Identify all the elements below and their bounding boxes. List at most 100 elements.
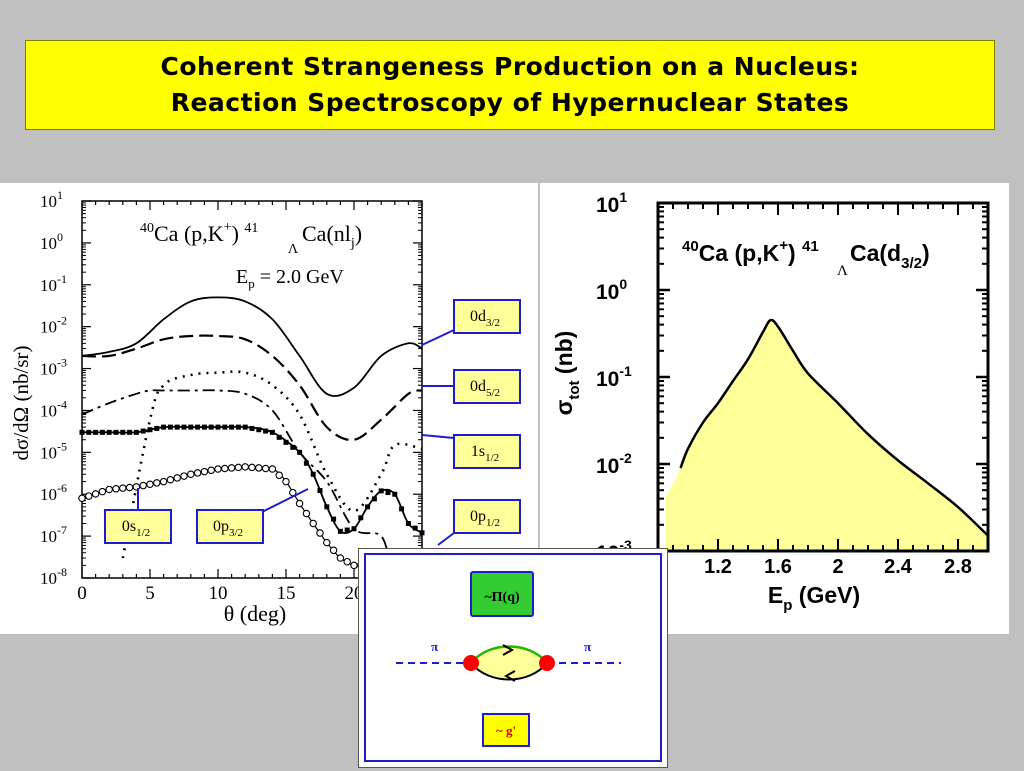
state-leader-line bbox=[437, 532, 455, 546]
left-series-marker-square bbox=[256, 427, 262, 433]
left-series-marker-circle bbox=[180, 472, 188, 480]
left-chart-reaction-label: 40Ca (p,K+) 41 bbox=[140, 220, 258, 246]
vertex-right bbox=[539, 655, 555, 671]
arrow-left-icon bbox=[503, 670, 516, 682]
left-y-tick-label: 101 bbox=[40, 188, 63, 211]
left-series-0d3-2 bbox=[81, 296, 423, 397]
left-series-marker-circle bbox=[255, 464, 263, 472]
right-area-fill bbox=[665, 320, 988, 551]
left-series-1s1-2 bbox=[81, 389, 423, 573]
left-series-marker-square bbox=[351, 526, 357, 532]
left-series-marker-circle bbox=[323, 538, 331, 547]
left-chart-x-axis-label: θ (deg) bbox=[224, 601, 286, 626]
left-series-marker-square bbox=[344, 527, 350, 533]
left-series-marker-circle bbox=[119, 484, 127, 492]
state-label-box bbox=[453, 299, 521, 334]
state-label: 0d3/2 bbox=[470, 308, 500, 329]
left-series-marker-square bbox=[133, 429, 139, 435]
right-chart-reaction-label: 40Ca (p,K+) 41 bbox=[682, 237, 819, 266]
left-series-marker-square bbox=[154, 425, 160, 431]
left-series-marker-circle bbox=[350, 561, 358, 570]
left-series-marker-square bbox=[201, 424, 207, 430]
right-x-tick-label: 2.4 bbox=[884, 556, 913, 578]
state-label-box bbox=[453, 499, 521, 534]
right-y-tick-label: 101 bbox=[596, 189, 627, 217]
left-series-marker-square bbox=[93, 429, 99, 435]
left-y-tick-label: 10-3 bbox=[40, 356, 67, 379]
left-series-marker-circle bbox=[187, 470, 195, 478]
left-series-marker-square bbox=[283, 439, 289, 445]
state-label: 0p1/2 bbox=[470, 508, 500, 529]
state-leader-line bbox=[421, 329, 455, 346]
left-series-marker-circle bbox=[309, 519, 317, 528]
left-series-marker-square bbox=[222, 424, 228, 430]
left-series-marker-circle bbox=[302, 509, 311, 518]
left-y-tick-label: 10-1 bbox=[40, 272, 67, 295]
left-series-marker-circle bbox=[98, 487, 107, 496]
left-series-marker-square bbox=[337, 528, 343, 534]
left-chart-lambda: Λ bbox=[288, 242, 299, 257]
left-series-marker-square bbox=[242, 424, 248, 430]
left-series-marker-square bbox=[303, 460, 309, 466]
left-x-tick-label: 0 bbox=[77, 583, 87, 604]
left-series-marker-circle bbox=[261, 464, 270, 473]
state-leader-line bbox=[421, 434, 455, 439]
left-x-tick-label: 10 bbox=[209, 583, 228, 604]
left-series-marker-square bbox=[229, 424, 235, 430]
state-label: 0s1/2 bbox=[122, 518, 150, 539]
left-chart-frame bbox=[81, 200, 423, 579]
left-series-marker-circle bbox=[153, 479, 161, 487]
left-series-marker-square bbox=[106, 429, 112, 435]
left-series-marker-circle bbox=[125, 483, 134, 492]
left-series-marker-square bbox=[147, 427, 153, 433]
left-chart-panel: 101 100 10-1 10-2 10-3 10-4 10-5 10-6 10-7 10-8 0… bbox=[0, 183, 538, 634]
polarization-label: ~Π(q) bbox=[484, 590, 520, 605]
vertex-left bbox=[463, 655, 479, 671]
right-y-tick-label: 10-1 bbox=[596, 363, 632, 391]
left-series-marker-square bbox=[174, 424, 180, 430]
left-series-marker-square bbox=[249, 425, 255, 431]
left-series-marker-circle bbox=[200, 467, 209, 476]
left-series-marker-circle bbox=[214, 465, 222, 473]
right-series-group bbox=[665, 318, 989, 551]
left-series-marker-square bbox=[79, 429, 85, 435]
left-series-marker-square bbox=[188, 424, 194, 430]
left-series-marker-circle bbox=[139, 481, 147, 490]
feynman-loop-diagram: ~Π(q) π π ~ g' bbox=[364, 553, 662, 762]
left-series-marker-circle bbox=[234, 463, 243, 472]
left-series-marker-square bbox=[412, 525, 418, 531]
right-y-tick-label: 100 bbox=[596, 276, 627, 304]
left-series-marker-square bbox=[392, 491, 398, 497]
pion-label-left: π bbox=[431, 639, 438, 654]
left-y-tick-label: 10-2 bbox=[40, 314, 67, 337]
left-series-marker-square bbox=[276, 434, 282, 440]
left-series-marker-square bbox=[290, 444, 296, 450]
state-label-box bbox=[104, 509, 172, 544]
slide-title-line-2: Reaction Spectroscopy of Hypernuclear St… bbox=[170, 88, 850, 117]
left-state-labels: 0d3/2 0d5/2 1s1/2 0p1/2 0s1/2 0p3/2 bbox=[104, 299, 521, 546]
left-x-tick-label: 5 bbox=[145, 583, 155, 604]
left-series-marker-square bbox=[405, 521, 411, 527]
loop-upper-arc bbox=[470, 645, 548, 664]
left-series-marker-square bbox=[235, 424, 241, 430]
coupling-label-box bbox=[482, 713, 530, 747]
left-series-marker-circle bbox=[336, 554, 345, 562]
left-y-tick-label: 10-7 bbox=[40, 523, 67, 546]
left-series-marker-square bbox=[120, 429, 126, 435]
left-series-marker-circle bbox=[227, 464, 236, 472]
state-label-box bbox=[196, 509, 264, 544]
left-y-ticks: 101 100 10-1 10-2 10-3 10-4 10-5 10-6 10-7 10-8 bbox=[40, 188, 422, 588]
left-series-marker-square bbox=[269, 429, 275, 435]
left-y-tick-label: 10-5 bbox=[40, 439, 67, 462]
left-series-marker-circle bbox=[85, 492, 93, 500]
inset-diagram-panel: ~Π(q) π π ~ g' bbox=[358, 548, 668, 768]
slide-title-line-1: Coherent Strangeness Production on a Nuc… bbox=[160, 52, 860, 81]
left-y-tick-label: 10-6 bbox=[40, 481, 67, 504]
left-series-marker-circle bbox=[295, 499, 304, 508]
left-series-marker-square bbox=[208, 424, 214, 430]
left-series-marker-square bbox=[195, 424, 201, 430]
left-series-marker-circle bbox=[268, 465, 277, 473]
left-y-tick-label: 10-8 bbox=[40, 565, 67, 588]
left-series-marker-square bbox=[167, 424, 173, 430]
